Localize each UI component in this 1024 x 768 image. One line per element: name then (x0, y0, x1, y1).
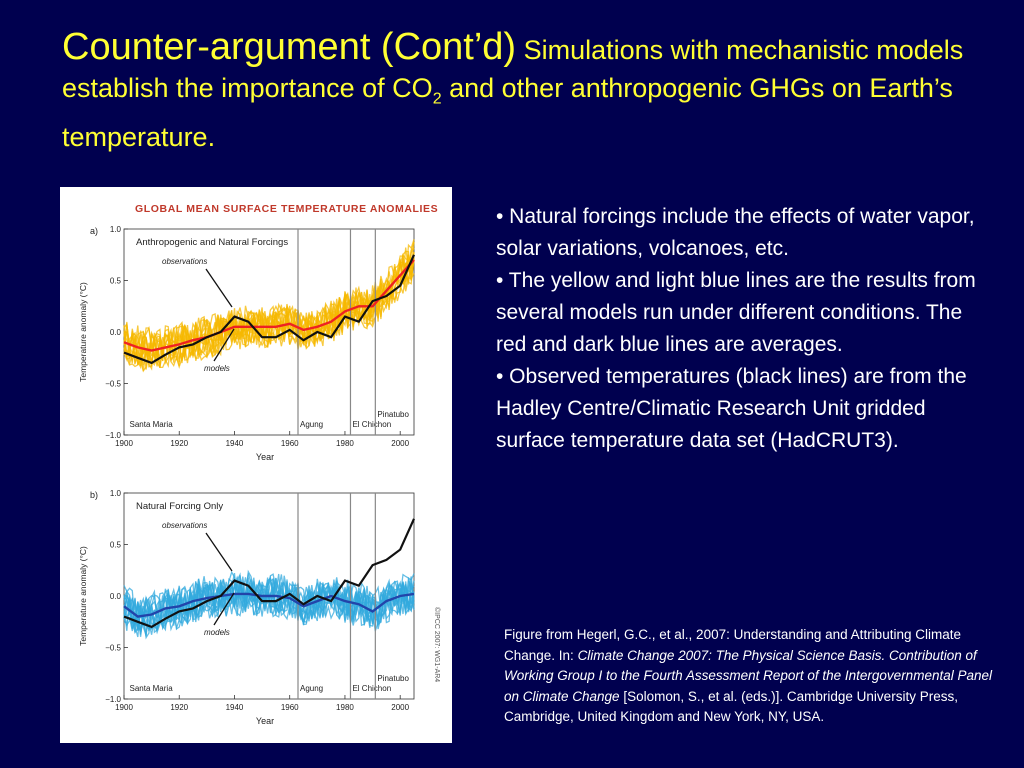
volcano-label: Pinatubo (377, 410, 409, 419)
model-run-line (123, 253, 415, 367)
title-subscript: 2 (432, 90, 442, 108)
observations-annotation: observations (162, 257, 207, 266)
y-tick-label: −0.5 (105, 380, 121, 389)
x-tick-label: 1960 (281, 439, 299, 448)
volcano-label: Santa Maria (130, 420, 174, 429)
volcano-label: Pinatubo (377, 674, 409, 683)
slide-title: Counter-argument (Cont’d) Simulations wi… (62, 28, 1012, 156)
chart-title: GLOBAL MEAN SURFACE TEMPERATURE ANOMALIE… (135, 203, 438, 215)
y-tick-label: −1.0 (105, 695, 121, 704)
x-tick-label: 1980 (336, 703, 354, 712)
model-run-line (123, 247, 415, 362)
y-tick-label: 1.0 (110, 225, 122, 234)
observations-arrow (205, 268, 233, 308)
x-tick-label: 1920 (170, 703, 188, 712)
x-tick-label: 1980 (336, 439, 354, 448)
model-run-line (123, 579, 415, 638)
x-tick-label: 1900 (115, 439, 133, 448)
panel-subtitle: Anthropogenic and Natural Forcings (136, 237, 288, 248)
x-tick-label: 2000 (391, 439, 409, 448)
title-main: Counter-argument (Cont’d) (62, 26, 517, 68)
volcano-label: El Chichon (352, 420, 391, 429)
y-tick-label: −1.0 (105, 431, 121, 440)
x-tick-label: 2000 (391, 703, 409, 712)
models-arrow (213, 592, 235, 626)
caption-part2: [Solomon, S., et al. (eds.)]. Cambridge … (504, 688, 958, 725)
models-arrow (213, 328, 235, 362)
title-rest-a: Simulations with mechanistic models esta… (62, 35, 964, 103)
chart-credit: ©IPCC 2007: WG1-AR4 (433, 607, 441, 682)
bullet-item: • The yellow and light blue lines are th… (496, 269, 976, 356)
observations-line (123, 518, 416, 629)
y-axis-label: Temperature anomaly (°C) (78, 282, 88, 382)
y-tick-label: 0.0 (110, 592, 122, 601)
x-tick-label: 1940 (226, 703, 244, 712)
bullet-list: • Natural forcings include the effects o… (496, 201, 996, 457)
observations-arrow (205, 532, 233, 572)
bullet-item: • Natural forcings include the effects o… (496, 205, 975, 260)
y-tick-label: 0.5 (110, 277, 122, 286)
x-tick-label: 1920 (170, 439, 188, 448)
x-axis-label: Year (256, 716, 274, 726)
volcano-label: El Chichon (352, 684, 391, 693)
models-annotation: models (204, 628, 230, 637)
volcano-label: Santa Maria (130, 684, 174, 693)
x-tick-label: 1940 (226, 439, 244, 448)
panel-label: b) (90, 490, 98, 500)
y-tick-label: −0.5 (105, 644, 121, 653)
temperature-chart: GLOBAL MEAN SURFACE TEMPERATURE ANOMALIE… (78, 203, 441, 726)
y-tick-label: 0.5 (110, 541, 122, 550)
models-annotation: models (204, 364, 230, 373)
models-mean-line (123, 259, 415, 352)
panel-label: a) (90, 226, 98, 236)
model-run-line (123, 577, 415, 635)
volcano-label: Agung (300, 684, 323, 693)
observations-annotation: observations (162, 521, 207, 530)
observations-line (123, 254, 416, 365)
title-rest-b: and other anthropogenic GHGs on Earth’s … (62, 73, 953, 153)
figure-caption: Figure from Hegerl, G.C., et al., 2007: … (504, 625, 1004, 728)
x-tick-label: 1900 (115, 703, 133, 712)
volcano-label: Agung (300, 420, 323, 429)
models-mean-line (123, 592, 415, 618)
y-tick-label: 1.0 (110, 489, 122, 498)
x-tick-label: 1960 (281, 703, 299, 712)
temperature-figure: GLOBAL MEAN SURFACE TEMPERATURE ANOMALIE… (60, 187, 452, 743)
bullet-item: • Observed temperatures (black lines) ar… (496, 365, 967, 452)
panel-subtitle: Natural Forcing Only (136, 501, 223, 512)
x-axis-label: Year (256, 452, 274, 462)
caption-italic: Climate Change 2007: The Physical Scienc… (504, 647, 992, 704)
caption-part1: Figure from Hegerl, G.C., et al., 2007: … (504, 627, 961, 663)
y-tick-label: 0.0 (110, 328, 122, 337)
y-axis-label: Temperature anomaly (°C) (78, 546, 88, 646)
